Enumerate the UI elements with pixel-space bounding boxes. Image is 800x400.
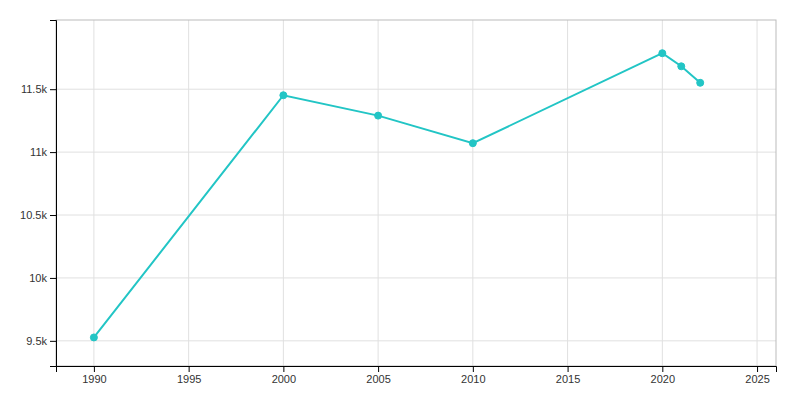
point [375,112,382,119]
point [90,334,97,341]
marks [90,50,703,341]
x-tick-mark [662,366,663,372]
y-tick-mark [50,152,56,153]
y-tick-mark [50,89,56,90]
y-tick: 10.5k [20,209,56,221]
point [659,50,666,57]
chart-svg: 1990 1995 2000 2005 2010 2015 2020 2025 9.5k 10k 1… [0,0,800,400]
x-tick-mark [189,366,190,372]
x-tick-label: 1990 [82,373,106,385]
point [678,63,685,70]
x-tick: 2015 [556,366,580,385]
x-tick-mark [94,366,95,372]
x-tick: 1990 [82,366,106,385]
grid-line-x [662,20,663,366]
x-tick-mark [473,366,474,372]
grid-line-y [56,340,776,341]
x-tick-label: 2000 [272,373,296,385]
point [469,140,476,147]
line [94,53,700,337]
x-tick-mark [283,366,284,372]
grid-line-x [188,20,189,366]
y-tick: 9.5k [26,335,56,347]
y-tick-mark [50,278,56,279]
y-tick-mark [50,341,56,342]
grid-line-y [56,89,776,90]
grid-line-y [56,152,776,153]
y-tick-label: 11.5k [21,83,48,95]
x-tick-label: 2010 [461,373,485,385]
plot-area: 1990 1995 2000 2005 2010 2015 2020 2025 9.5k 10k 1… [20,20,776,385]
plot-frame [56,20,776,366]
grid-line-x [283,20,284,366]
y-tick: 10k [29,272,56,284]
y-tick-mark [50,215,56,216]
y-axis: 9.5k 10k 10.5k 11k 11.5k [20,21,56,367]
x-tick-label: 1995 [177,373,201,385]
grid-line-x [757,20,758,366]
grid-line-y [56,215,776,216]
x-tick: 2010 [461,366,485,385]
grid-line-x [567,20,568,366]
x-tick: 2005 [366,366,390,385]
x-tick-mark [378,366,379,372]
y-tick-label: 9.5k [26,335,47,347]
grid-line-x [378,20,379,366]
x-tick-label: 2025 [745,373,769,385]
x-tick-label: 2020 [651,373,675,385]
x-tick: 2025 [745,366,769,385]
x-tick-mark [568,366,569,372]
x-axis-line [57,367,777,373]
grid [56,20,776,366]
x-tick-label: 2005 [366,373,390,385]
x-tick: 1995 [177,366,201,385]
y-axis-line [50,21,57,367]
x-tick: 2020 [651,366,675,385]
x-tick-label: 2015 [556,373,580,385]
x-tick-mark [757,366,758,372]
grid-line-y [56,277,776,278]
y-tick-label: 10k [29,272,47,284]
y-tick-label: 11k [30,146,47,158]
grid-line-x [93,20,94,366]
point [280,92,287,99]
x-tick: 2000 [272,366,296,385]
point [697,79,704,86]
y-tick-label: 10.5k [20,209,47,221]
x-axis: 1990 1995 2000 2005 2010 2015 2020 2025 [57,366,777,385]
y-tick: 11k [30,146,56,158]
y-tick: 11.5k [21,83,56,95]
grid-line-x [472,20,473,366]
